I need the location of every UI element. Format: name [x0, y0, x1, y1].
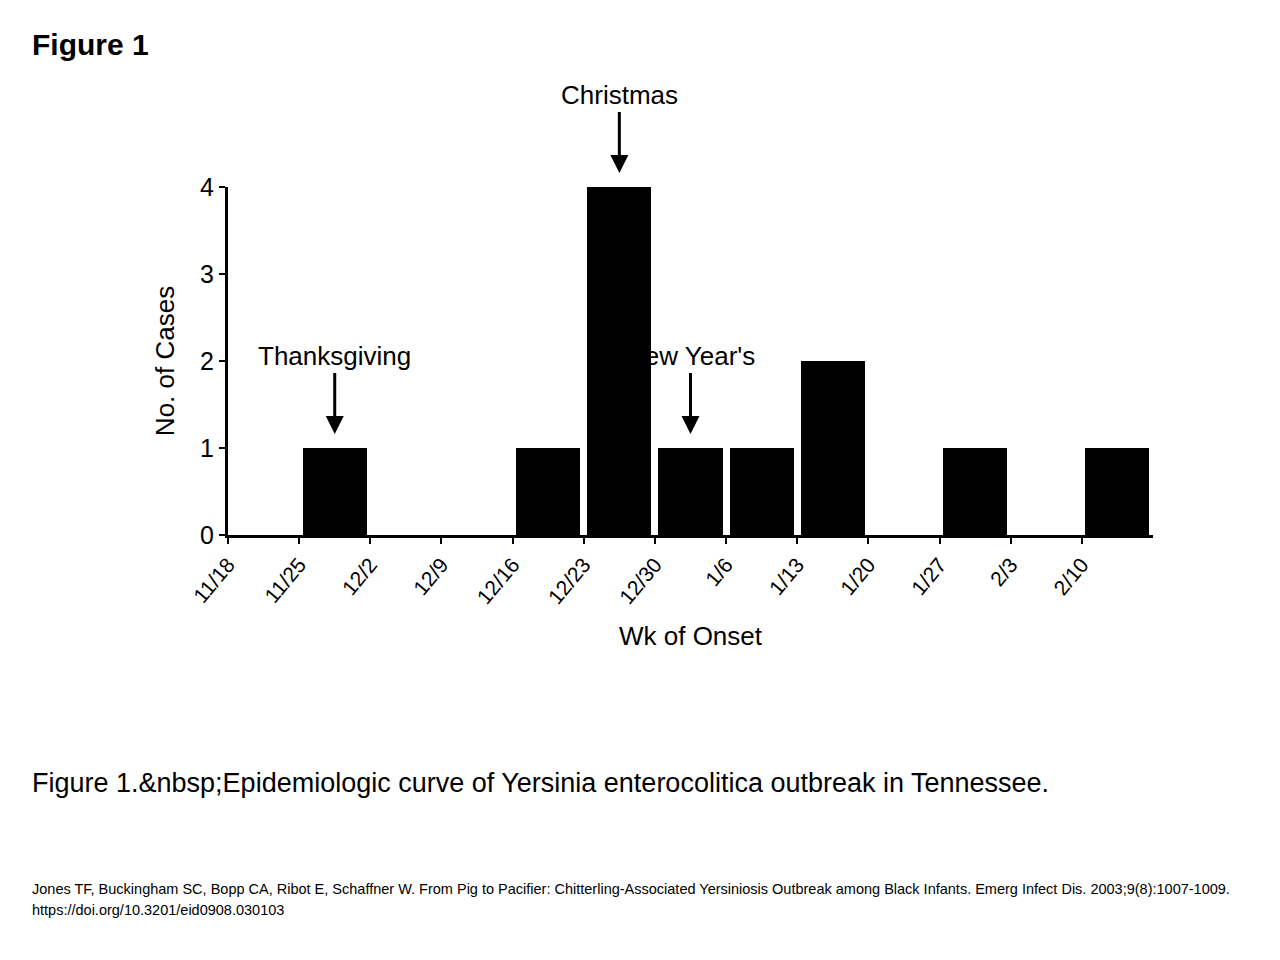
svg-text:Wk of Onset: Wk of Onset [619, 621, 763, 651]
svg-text:12/23: 12/23 [543, 553, 594, 608]
svg-text:1/20: 1/20 [836, 553, 880, 599]
svg-text:11/25: 11/25 [260, 553, 310, 607]
svg-text:1/13: 1/13 [764, 553, 808, 599]
svg-text:2/10: 2/10 [1049, 553, 1093, 599]
svg-text:3: 3 [200, 260, 214, 288]
svg-text:11/18: 11/18 [189, 553, 239, 607]
html-text:Figure 1: Figure 1 [32, 28, 149, 61]
svg-text:Christmas: Christmas [561, 80, 678, 110]
svg-text:1: 1 [200, 434, 214, 462]
html-text:Jones TF, Buckingham SC, Bopp: Jones TF, Buckingham SC, Bopp CA, Ribot … [32, 881, 1230, 918]
svg-text:New Year's: New Year's [626, 341, 755, 371]
svg-text:12/2: 12/2 [338, 553, 382, 599]
svg-text:2/3: 2/3 [985, 553, 1021, 590]
svg-text:1/27: 1/27 [907, 553, 951, 599]
html-text:Figure 1.&nbsp;Epidemiologic c: Figure 1.&nbsp;Epidemiologic curve of Ye… [32, 768, 1050, 798]
svg-text:No. of Cases: No. of Cases [150, 286, 180, 436]
svg-text:0: 0 [200, 521, 214, 549]
svg-text:4: 4 [200, 173, 214, 201]
svg-text:12/30: 12/30 [615, 553, 666, 608]
svg-text:12/9: 12/9 [409, 553, 453, 599]
svg-text:2: 2 [200, 347, 214, 375]
svg-text:12/16: 12/16 [472, 553, 523, 608]
svg-text:1/6: 1/6 [701, 553, 737, 590]
svg-text:Thanksgiving: Thanksgiving [258, 341, 411, 371]
